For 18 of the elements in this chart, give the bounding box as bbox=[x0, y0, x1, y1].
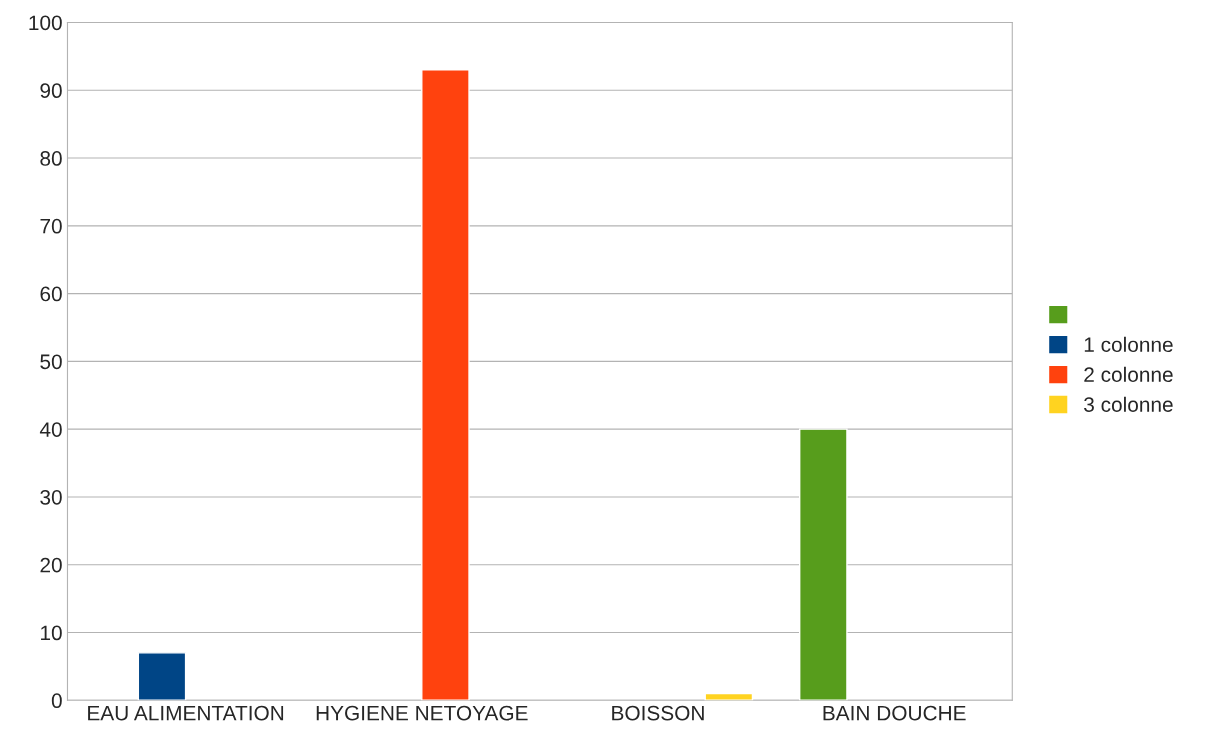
legend-label: 2 colonne bbox=[1084, 366, 1173, 383]
legend-label: 3 colonne bbox=[1084, 396, 1173, 412]
y-tick-label: 10 bbox=[41, 625, 62, 641]
y-tick-label: 60 bbox=[40, 286, 62, 302]
y-tick-label: 80 bbox=[40, 151, 62, 166]
y-tick-label: 40 bbox=[39, 422, 62, 437]
x-tick-label: EAU ALIMENTATION bbox=[88, 705, 284, 721]
y-tick-label: 20 bbox=[40, 557, 62, 573]
y-tick-label: 100 bbox=[29, 15, 62, 31]
x-tick-label: BOISSON bbox=[612, 705, 704, 721]
y-tick-label: 30 bbox=[40, 489, 62, 505]
y-tick-label: 50 bbox=[40, 354, 62, 370]
y-tick-label: 70 bbox=[40, 218, 62, 234]
x-tick-label: BAIN DOUCHE bbox=[823, 705, 966, 721]
x-tick-label: HYGIENE NETOYAGE bbox=[316, 705, 528, 721]
y-tick-label: 0 bbox=[51, 693, 62, 709]
legend-label: 1 colonne bbox=[1084, 336, 1173, 353]
y-tick-label: 90 bbox=[40, 83, 62, 99]
